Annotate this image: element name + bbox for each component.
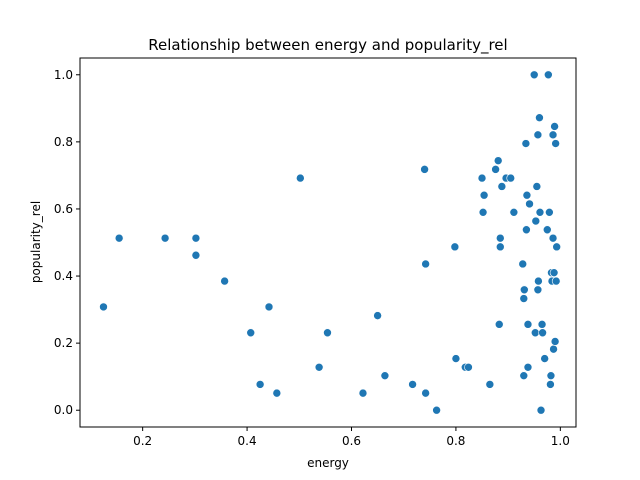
x-tick-label: 0.2 [133,434,152,448]
data-point [373,311,382,320]
data-point [491,165,500,174]
data-point [523,320,533,329]
data-point [535,113,544,123]
data-point [534,276,543,286]
y-tick-label: 1.0 [54,68,73,82]
data-point [408,380,417,389]
data-point [538,328,547,338]
data-point [191,233,201,243]
data-point [246,328,256,338]
data-point [549,268,559,277]
data-point [531,216,541,226]
data-point [532,182,542,191]
data-point [542,225,552,235]
data-point [536,405,546,415]
data-point [478,208,488,217]
data-point [522,225,531,235]
data-point [255,380,265,389]
data-point [314,362,324,372]
data-point [495,242,505,252]
data-point [525,199,534,209]
data-point [545,208,554,217]
data-point [479,190,489,200]
data-point [550,337,560,346]
data-point [546,371,556,380]
y-axis: 0.0 0.2 0.4 0.6 0.8 1.0 [54,68,80,417]
data-point [114,233,124,243]
x-axis: 0.2 0.4 0.6 0.8 1.0 [133,427,570,448]
data-point [519,294,529,303]
data-point [509,208,519,217]
data-point [522,190,532,200]
data-point [552,242,561,252]
data-point [495,233,505,243]
data-point [264,302,274,312]
data-point [551,139,560,148]
data-point [497,182,507,191]
y-tick-label: 0.8 [54,135,73,149]
data-point [296,173,305,183]
data-point [540,354,549,363]
x-tick-label: 1.0 [551,434,570,448]
data-point [533,285,543,295]
data-point [493,156,503,165]
x-tick-label: 0.6 [342,434,361,448]
data-point [519,371,529,380]
chart-title: Relationship between energy and populari… [148,36,507,55]
x-tick-label: 0.8 [446,434,465,448]
data-point [420,165,429,174]
data-point [464,362,473,372]
data-point [421,388,430,398]
data-point [548,130,558,140]
plot-area [99,70,561,415]
data-point [506,173,516,183]
y-tick-label: 0.0 [54,403,73,417]
data-point [220,276,229,286]
y-tick-label: 0.4 [54,269,73,283]
data-point [432,405,441,415]
y-tick-label: 0.6 [54,202,73,216]
data-point [272,388,282,398]
data-point [530,328,540,338]
data-point [551,276,561,286]
data-point [521,139,531,148]
data-point [323,328,332,338]
data-point [477,173,487,183]
y-axis-label: popularity_rel [29,201,43,283]
x-tick-label: 0.4 [238,434,257,448]
data-point [550,122,559,131]
axes-frame [79,57,577,428]
data-point [533,130,543,140]
data-point [421,259,430,269]
data-point [535,208,545,217]
data-point [544,70,553,80]
x-axis-label: energy [307,456,349,470]
data-point [485,380,495,389]
data-point [529,70,539,80]
data-point [450,242,460,252]
data-point [546,380,555,389]
data-point [191,250,201,260]
data-point [380,371,390,380]
data-point [520,285,529,295]
data-point [99,302,108,312]
data-point [451,354,461,363]
data-point [548,233,558,243]
data-point [494,320,504,329]
data-point [358,388,368,398]
y-tick-label: 0.2 [54,336,73,350]
data-point [518,259,528,269]
data-point [523,362,533,372]
data-point [549,344,558,354]
data-point [160,233,170,243]
data-point [537,320,547,329]
